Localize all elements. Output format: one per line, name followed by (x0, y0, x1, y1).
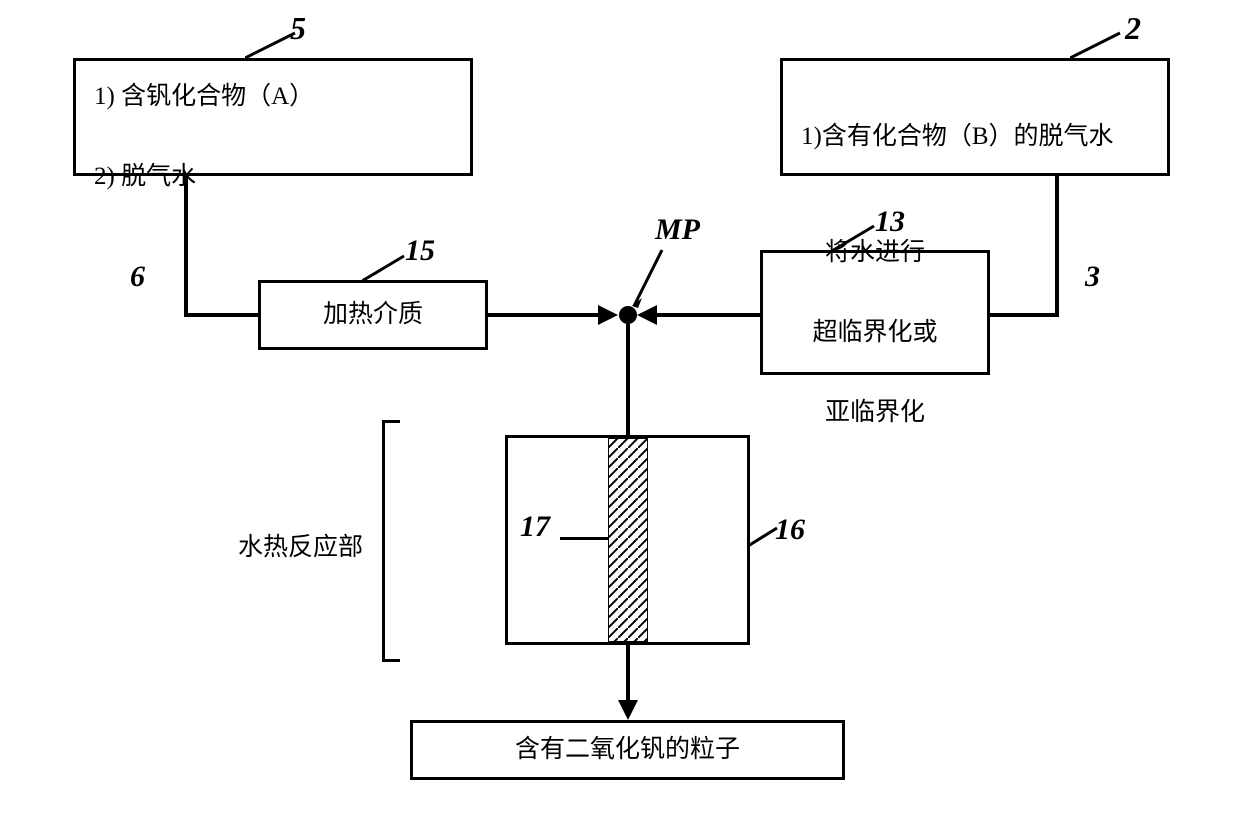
label-2: 2 (1125, 10, 1141, 47)
line-5-down (184, 176, 188, 316)
bracket-label: 水热反应部 (238, 527, 363, 563)
heat-medium-text: 加热介质 (323, 295, 423, 335)
output-text: 含有二氧化钒的粒子 (515, 730, 740, 770)
box-heat-medium: 加热介质 (258, 280, 488, 350)
leader-mp (632, 248, 672, 308)
box-compound-b: 1)含有化合物（B）的脱气水 (780, 58, 1170, 176)
hatch-17 (608, 438, 648, 642)
box-vanadium-compound: 1) 含钒化合物（A） 2) 脱气水 (73, 58, 473, 176)
line-5-right (184, 313, 258, 317)
label-17: 17 (520, 510, 550, 544)
box-supercritical: 将水进行 超临界化或 亚临界化 (760, 250, 990, 375)
line-reactor-output (626, 645, 630, 703)
arrow-reactor-output (618, 700, 638, 720)
bracket-hydrothermal (382, 420, 385, 662)
arrow-15-mp (598, 305, 618, 325)
line-15-mp (488, 313, 600, 317)
line-mp-reactor (626, 324, 630, 435)
line-2-left (990, 313, 1059, 317)
label-16: 16 (775, 513, 805, 547)
mp-dot (619, 306, 637, 324)
leader-17 (560, 537, 608, 540)
label-3: 3 (1085, 260, 1100, 294)
box2-line1: 1)含有化合物（B）的脱气水 (801, 123, 1114, 150)
line-13-mp (655, 313, 760, 317)
box5-line2: 2) 脱气水 (94, 163, 196, 190)
label-15: 15 (405, 234, 435, 268)
box-vanadium-content: 1) 含钒化合物（A） 2) 脱气水 (94, 37, 314, 197)
label-6: 6 (130, 260, 145, 294)
arrow-13-mp (637, 305, 657, 325)
line-2-down (1055, 176, 1059, 316)
box-output: 含有二氧化钒的粒子 (410, 720, 845, 780)
box2-content: 1)含有化合物（B）的脱气水 (801, 77, 1114, 157)
label-mp: MP (655, 213, 700, 247)
sc-line3: 亚临界化 (825, 399, 925, 426)
sc-line2: 超临界化或 (812, 319, 937, 346)
box5-line1: 1) 含钒化合物（A） (94, 83, 314, 110)
label-13: 13 (875, 205, 905, 239)
leader-2 (1070, 30, 1130, 60)
label-5: 5 (290, 10, 306, 47)
